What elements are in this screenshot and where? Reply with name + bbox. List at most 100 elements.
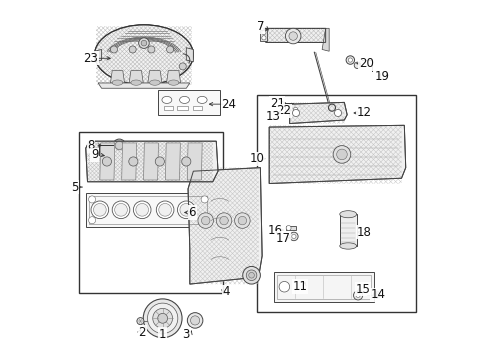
Bar xyxy=(85,193,210,226)
Circle shape xyxy=(93,203,106,216)
Ellipse shape xyxy=(168,80,179,85)
Circle shape xyxy=(88,217,96,224)
Text: 22: 22 xyxy=(276,104,291,117)
Circle shape xyxy=(201,216,209,225)
Ellipse shape xyxy=(162,96,171,103)
Circle shape xyxy=(102,157,111,166)
Circle shape xyxy=(219,216,228,225)
Text: 5: 5 xyxy=(71,181,79,194)
Circle shape xyxy=(114,203,127,216)
Circle shape xyxy=(346,56,354,64)
Text: 23: 23 xyxy=(83,52,98,65)
Circle shape xyxy=(216,213,231,228)
Circle shape xyxy=(201,217,208,224)
Circle shape xyxy=(198,213,213,228)
Polygon shape xyxy=(166,71,180,83)
Circle shape xyxy=(334,109,341,117)
Circle shape xyxy=(156,201,174,219)
Text: 7: 7 xyxy=(256,20,264,33)
Polygon shape xyxy=(165,143,180,180)
Circle shape xyxy=(147,46,155,53)
Circle shape xyxy=(353,62,360,68)
Circle shape xyxy=(128,157,138,166)
Circle shape xyxy=(107,154,112,159)
Circle shape xyxy=(166,46,173,53)
Bar xyxy=(89,196,207,224)
Circle shape xyxy=(158,313,167,323)
Circle shape xyxy=(291,234,295,239)
Polygon shape xyxy=(94,49,102,62)
Polygon shape xyxy=(100,143,114,180)
Text: 17: 17 xyxy=(275,232,290,245)
Circle shape xyxy=(279,282,289,292)
Text: 14: 14 xyxy=(369,288,385,301)
Circle shape xyxy=(347,58,352,62)
Text: 12: 12 xyxy=(356,107,371,120)
Text: 15: 15 xyxy=(355,283,370,296)
Circle shape xyxy=(355,293,360,297)
Circle shape xyxy=(238,216,246,225)
Polygon shape xyxy=(143,143,158,180)
Circle shape xyxy=(248,273,254,278)
Ellipse shape xyxy=(149,80,160,85)
Text: 19: 19 xyxy=(374,70,389,83)
Circle shape xyxy=(133,201,151,219)
Circle shape xyxy=(289,232,298,241)
Polygon shape xyxy=(289,102,346,123)
Circle shape xyxy=(139,38,149,48)
Bar xyxy=(158,90,219,115)
Circle shape xyxy=(242,266,260,284)
Polygon shape xyxy=(147,71,162,83)
Text: 18: 18 xyxy=(356,226,371,239)
Bar xyxy=(193,105,202,111)
Text: 2: 2 xyxy=(138,326,145,339)
Circle shape xyxy=(261,30,265,35)
Text: 11: 11 xyxy=(292,280,307,293)
Circle shape xyxy=(187,312,203,328)
Circle shape xyxy=(147,303,178,333)
Polygon shape xyxy=(98,83,189,88)
Circle shape xyxy=(141,40,146,46)
Circle shape xyxy=(246,270,256,280)
Bar xyxy=(273,272,374,302)
Circle shape xyxy=(290,105,300,114)
Bar xyxy=(177,105,188,111)
Polygon shape xyxy=(186,48,193,62)
Polygon shape xyxy=(110,71,124,83)
Circle shape xyxy=(372,291,380,298)
Polygon shape xyxy=(85,141,218,182)
Bar xyxy=(79,132,223,293)
Circle shape xyxy=(115,141,123,150)
Circle shape xyxy=(234,213,250,228)
Circle shape xyxy=(91,201,108,219)
Polygon shape xyxy=(269,125,405,184)
Ellipse shape xyxy=(339,243,356,249)
Text: 16: 16 xyxy=(267,224,283,237)
Circle shape xyxy=(293,107,297,112)
Text: 21: 21 xyxy=(269,96,284,109)
Circle shape xyxy=(137,318,143,325)
Bar xyxy=(256,95,415,312)
Polygon shape xyxy=(122,143,136,180)
Circle shape xyxy=(288,32,297,40)
Circle shape xyxy=(152,309,172,328)
Text: 1: 1 xyxy=(159,328,166,341)
Ellipse shape xyxy=(94,25,193,85)
Circle shape xyxy=(110,46,117,53)
Text: 13: 13 xyxy=(265,110,280,123)
Circle shape xyxy=(143,299,182,338)
Text: 4: 4 xyxy=(222,285,229,298)
Ellipse shape xyxy=(131,80,141,85)
Ellipse shape xyxy=(179,96,189,103)
Circle shape xyxy=(285,28,300,44)
Bar xyxy=(164,105,173,111)
Circle shape xyxy=(182,157,190,166)
Polygon shape xyxy=(322,28,328,51)
Polygon shape xyxy=(285,226,295,230)
Circle shape xyxy=(88,196,96,203)
Circle shape xyxy=(112,201,130,219)
Polygon shape xyxy=(187,143,202,180)
Circle shape xyxy=(113,139,125,152)
Text: 8: 8 xyxy=(87,139,95,152)
Text: 20: 20 xyxy=(358,57,373,70)
